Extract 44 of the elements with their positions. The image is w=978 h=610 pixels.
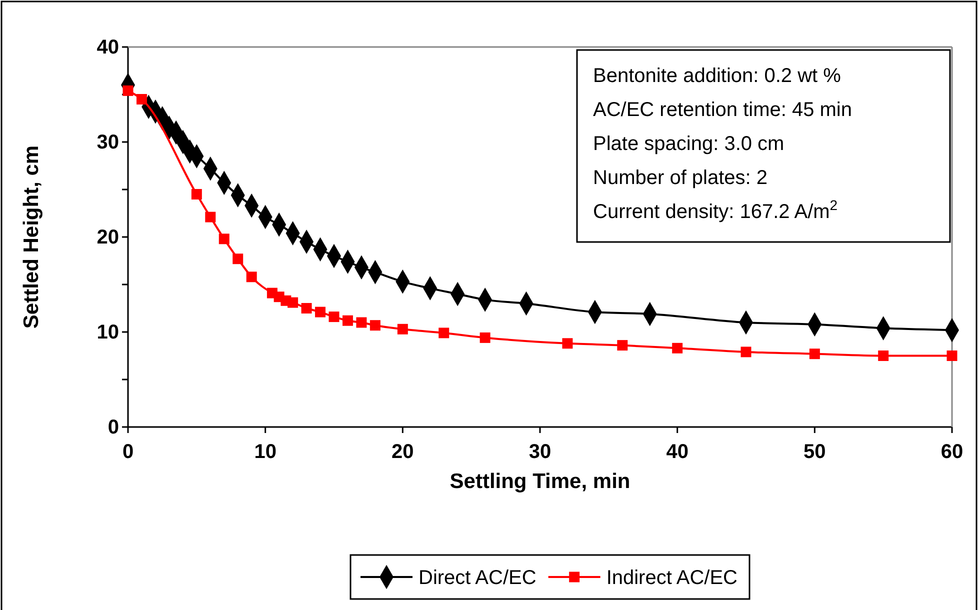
annotation: AC/EC retention time: 45 min — [593, 99, 852, 121]
x-tick-label: 50 — [804, 441, 826, 463]
legend-label: Indirect AC/EC — [606, 567, 738, 589]
point — [672, 342, 683, 354]
x-tick-label: 60 — [940, 441, 964, 463]
point — [288, 297, 298, 308]
point — [878, 350, 889, 361]
annotation: Number of plates: 2 — [593, 167, 768, 189]
point — [342, 315, 353, 326]
point — [397, 324, 408, 334]
y-tick-label: 40 — [96, 36, 119, 58]
x-tick-label: 0 — [122, 441, 134, 463]
point — [562, 338, 573, 349]
legend-label: Direct AC/EC — [418, 567, 536, 589]
annotation: Current density: 167.2 A/m$^{2}$ — [593, 197, 838, 223]
point — [946, 350, 958, 361]
point — [740, 346, 752, 358]
point — [356, 317, 367, 328]
x-axis-title: Settling Time, min — [450, 470, 630, 493]
point — [809, 348, 820, 360]
point — [218, 234, 230, 244]
point — [301, 303, 312, 314]
x-tick-label: 10 — [254, 441, 276, 463]
point — [328, 312, 340, 322]
y-tick-label: 10 — [96, 321, 119, 344]
point — [246, 272, 257, 282]
annotation: Bentonite addition: 0.2 wt % — [593, 65, 842, 87]
x-tick-label: 30 — [528, 441, 552, 463]
y-tick-label: 30 — [96, 131, 119, 154]
point — [438, 328, 450, 338]
x-tick-label: 40 — [666, 441, 688, 463]
point — [617, 340, 628, 351]
y-tick-label: 0 — [108, 416, 119, 438]
point — [315, 306, 326, 318]
point — [370, 320, 380, 331]
x-tick-label: 20 — [392, 441, 414, 463]
y-axis-title: Settled Height, cm — [20, 145, 43, 329]
point — [205, 212, 216, 222]
point — [480, 332, 490, 343]
annotation: Plate spacing: 3.0 cm — [593, 133, 784, 155]
point — [191, 189, 202, 200]
point — [232, 254, 244, 264]
y-tick-label: 20 — [96, 226, 119, 248]
point — [136, 94, 147, 104]
